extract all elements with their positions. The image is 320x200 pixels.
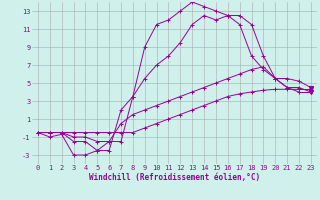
X-axis label: Windchill (Refroidissement éolien,°C): Windchill (Refroidissement éolien,°C) <box>89 173 260 182</box>
